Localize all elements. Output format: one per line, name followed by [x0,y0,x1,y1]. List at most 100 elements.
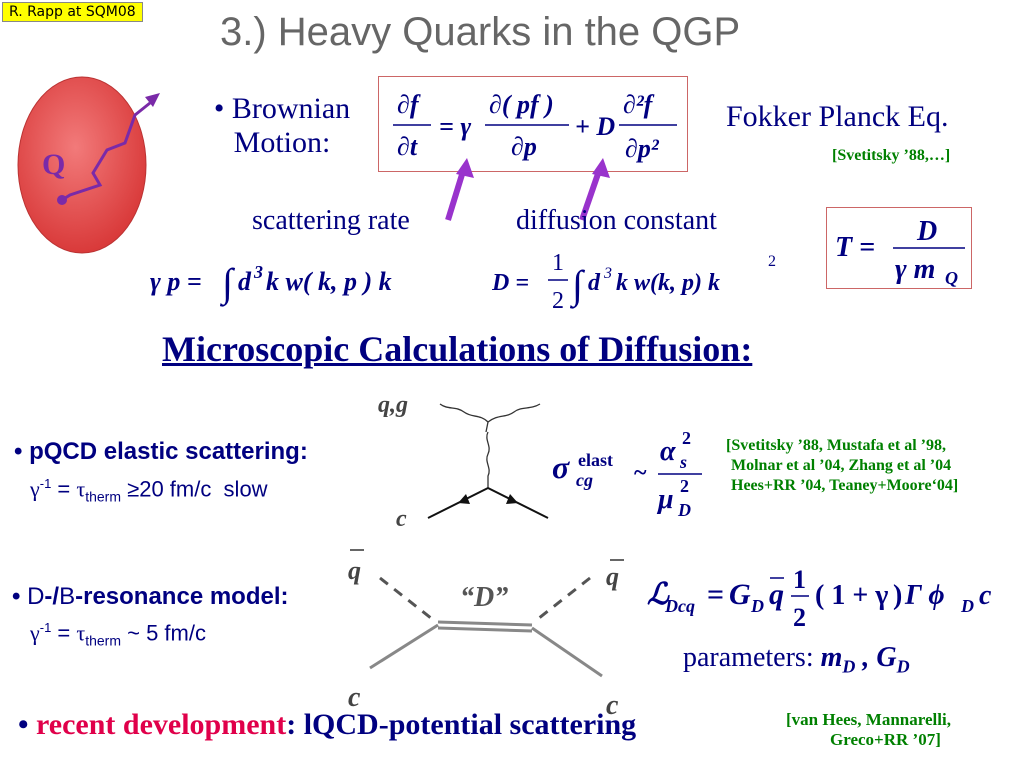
svg-text:~: ~ [634,460,647,486]
resonance-label-sep: -/ [44,583,60,610]
brownian-line1: • Brownian [213,92,351,125]
pqcd-ref-line: Hees+RR ’04, Teaney+Moore‘04] [731,477,959,494]
svg-text:G: G [729,578,751,611]
recent-development-text: : lQCD-potential scattering [286,708,637,741]
recent-ref-line: [van Hees, Mannarelli, [786,710,951,729]
svg-text:d: d [238,267,252,296]
svg-text:∂f: ∂f [397,90,421,119]
svg-text:α: α [660,436,676,467]
svg-text:c: c [979,580,992,611]
svg-text:D: D [916,216,937,247]
pqcd-ref-line: Molnar et al ’04, Zhang et al ’04 [731,457,952,474]
svg-text:∂p²: ∂p² [625,134,660,163]
fokker-planck-equation: ∂f ∂t = γ ∂( pf ) ∂p + D ∂²f ∂p² [378,76,688,172]
recent-refs: [van Hees, Mannarelli, Greco+RR ’07] [786,710,951,750]
svg-text:γ p =: γ p = [150,267,202,296]
svg-text:2: 2 [793,603,806,632]
scattering-rate-label: scattering rate [252,205,410,236]
svg-text:=: = [707,578,724,611]
section-heading: Microscopic Calculations of Diffusion: [162,329,753,369]
arrow-head-icon [592,158,610,178]
svg-text:∫: ∫ [219,260,236,307]
random-walk-path [61,101,151,202]
svg-text:2: 2 [680,476,689,496]
svg-text:2: 2 [682,428,691,448]
svg-text:d: d [588,270,601,296]
svg-text:1: 1 [552,250,564,276]
svg-text:3: 3 [603,265,612,282]
svg-text:1: 1 [793,565,806,594]
svg-text:D =: D = [492,270,529,296]
arrow-to-gamma [445,167,467,221]
resonance-qbar-left: q [348,556,361,585]
walk-start-dot [57,195,67,205]
svg-text:D: D [677,500,691,520]
svg-text:∂( pf ): ∂( pf ) [489,90,554,119]
svg-text:ℒ: ℒ [647,578,670,611]
arrow-to-d [579,167,603,221]
pqcd-feynman-diagram [427,403,549,519]
arrow-head-icon [456,158,474,178]
resonance-label-rest: -resonance model: [75,583,289,610]
svg-text:elast: elast [578,450,613,470]
elastic-cross-section-formula: σ elast cg ~ α 2 s μ 2 D [552,428,702,520]
resonance-qbar-right: q [606,562,619,591]
brownian-bullet: • Brownian Motion: [192,92,372,160]
resonance-c-left: c [348,682,361,713]
recent-ref-line: Greco+RR ’07] [830,730,941,749]
svg-text:μ: μ [656,484,674,515]
svg-text:2: 2 [768,253,776,270]
svg-text:D: D [960,596,974,616]
recent-development-bullet: • recent development: lQCD-potential sca… [18,708,636,742]
pointer-arrows [445,158,610,221]
author-tag: R. Rapp at SQM08 [2,2,143,22]
pqcd-bullet: • pQCD elastic scattering: [14,438,308,466]
scattering-rate-formula: γ p = ∫ d 3 k w( k, p ) k [150,260,392,307]
diffusion-constant-label: diffusion constant [516,205,717,236]
pqcd-relaxation-time: γ-1 = τtherm ≥20 fm/c slow [30,476,268,505]
quark-label: Q [42,148,66,181]
diagram-qg-label: q,g [378,392,408,418]
resonance-bullet-dot: • [12,583,28,610]
svg-text:cg: cg [576,470,593,490]
resonance-d-label: “D” [460,582,509,613]
svg-text:Q: Q [945,268,958,288]
svg-text:k w(k, p) k: k w(k, p) k [616,270,720,296]
fokker-planck-ref: [Svetitsky ’88,…] [832,147,951,164]
diffusion-constant-formula: D = 1 2 ∫ d 3 k w(k, p) k 2 [492,250,776,314]
recent-bullet-dot: • [18,708,37,741]
svg-text:( 1 + γ: ( 1 + γ [815,580,888,611]
parameters-line: parameters: mD , GD [683,642,910,677]
diagram-c-label: c [396,506,407,532]
svg-text:σ: σ [552,449,570,485]
svg-text:∂²f: ∂²f [623,90,655,119]
lagrangian-formula: ℒ Dcq = G D q 1 2 ( 1 + γ ) Γ ϕ D c [647,565,992,632]
quark-sphere-graphic [17,76,160,254]
svg-text:= γ: = γ [439,112,471,141]
svg-text:k w( k, p ) k: k w( k, p ) k [266,267,392,296]
walk-arrow-head-icon [145,93,160,107]
svg-text:∂t: ∂t [397,132,418,161]
resonance-label-b: B [59,583,76,610]
quark-sphere [17,76,147,254]
pqcd-bullet-dot: • [14,438,30,465]
resonance-label-d: D [27,583,45,610]
svg-text:Γ ϕ: Γ ϕ [904,580,945,611]
slide-title: 3.) Heavy Quarks in the QGP [220,10,741,54]
resonance-feynman-diagram [350,549,624,678]
svg-text:γ m: γ m [895,254,935,285]
parameters-text: parameters: [683,642,821,673]
pqcd-refs: [Svetitsky ’88, Mustafa et al ’98, Molna… [726,436,958,496]
fokker-planck-label: Fokker Planck Eq. [726,100,949,133]
svg-text:∫: ∫ [569,262,586,309]
svg-text:D: D [750,596,764,616]
pqcd-ref-line: [Svetitsky ’88, Mustafa et al ’98, [726,437,946,454]
svg-text:q: q [769,578,784,611]
resonance-relaxation-time: γ-1 = τtherm ~ 5 fm/c [30,620,206,649]
temperature-relation: T = D γ m Q [826,207,972,289]
brownian-line2: Motion: [233,126,331,159]
svg-text:+ D: + D [575,112,615,141]
pqcd-label: pQCD elastic scattering: [29,438,308,465]
recent-development-label: recent development [36,708,287,741]
svg-text:3: 3 [253,262,263,282]
